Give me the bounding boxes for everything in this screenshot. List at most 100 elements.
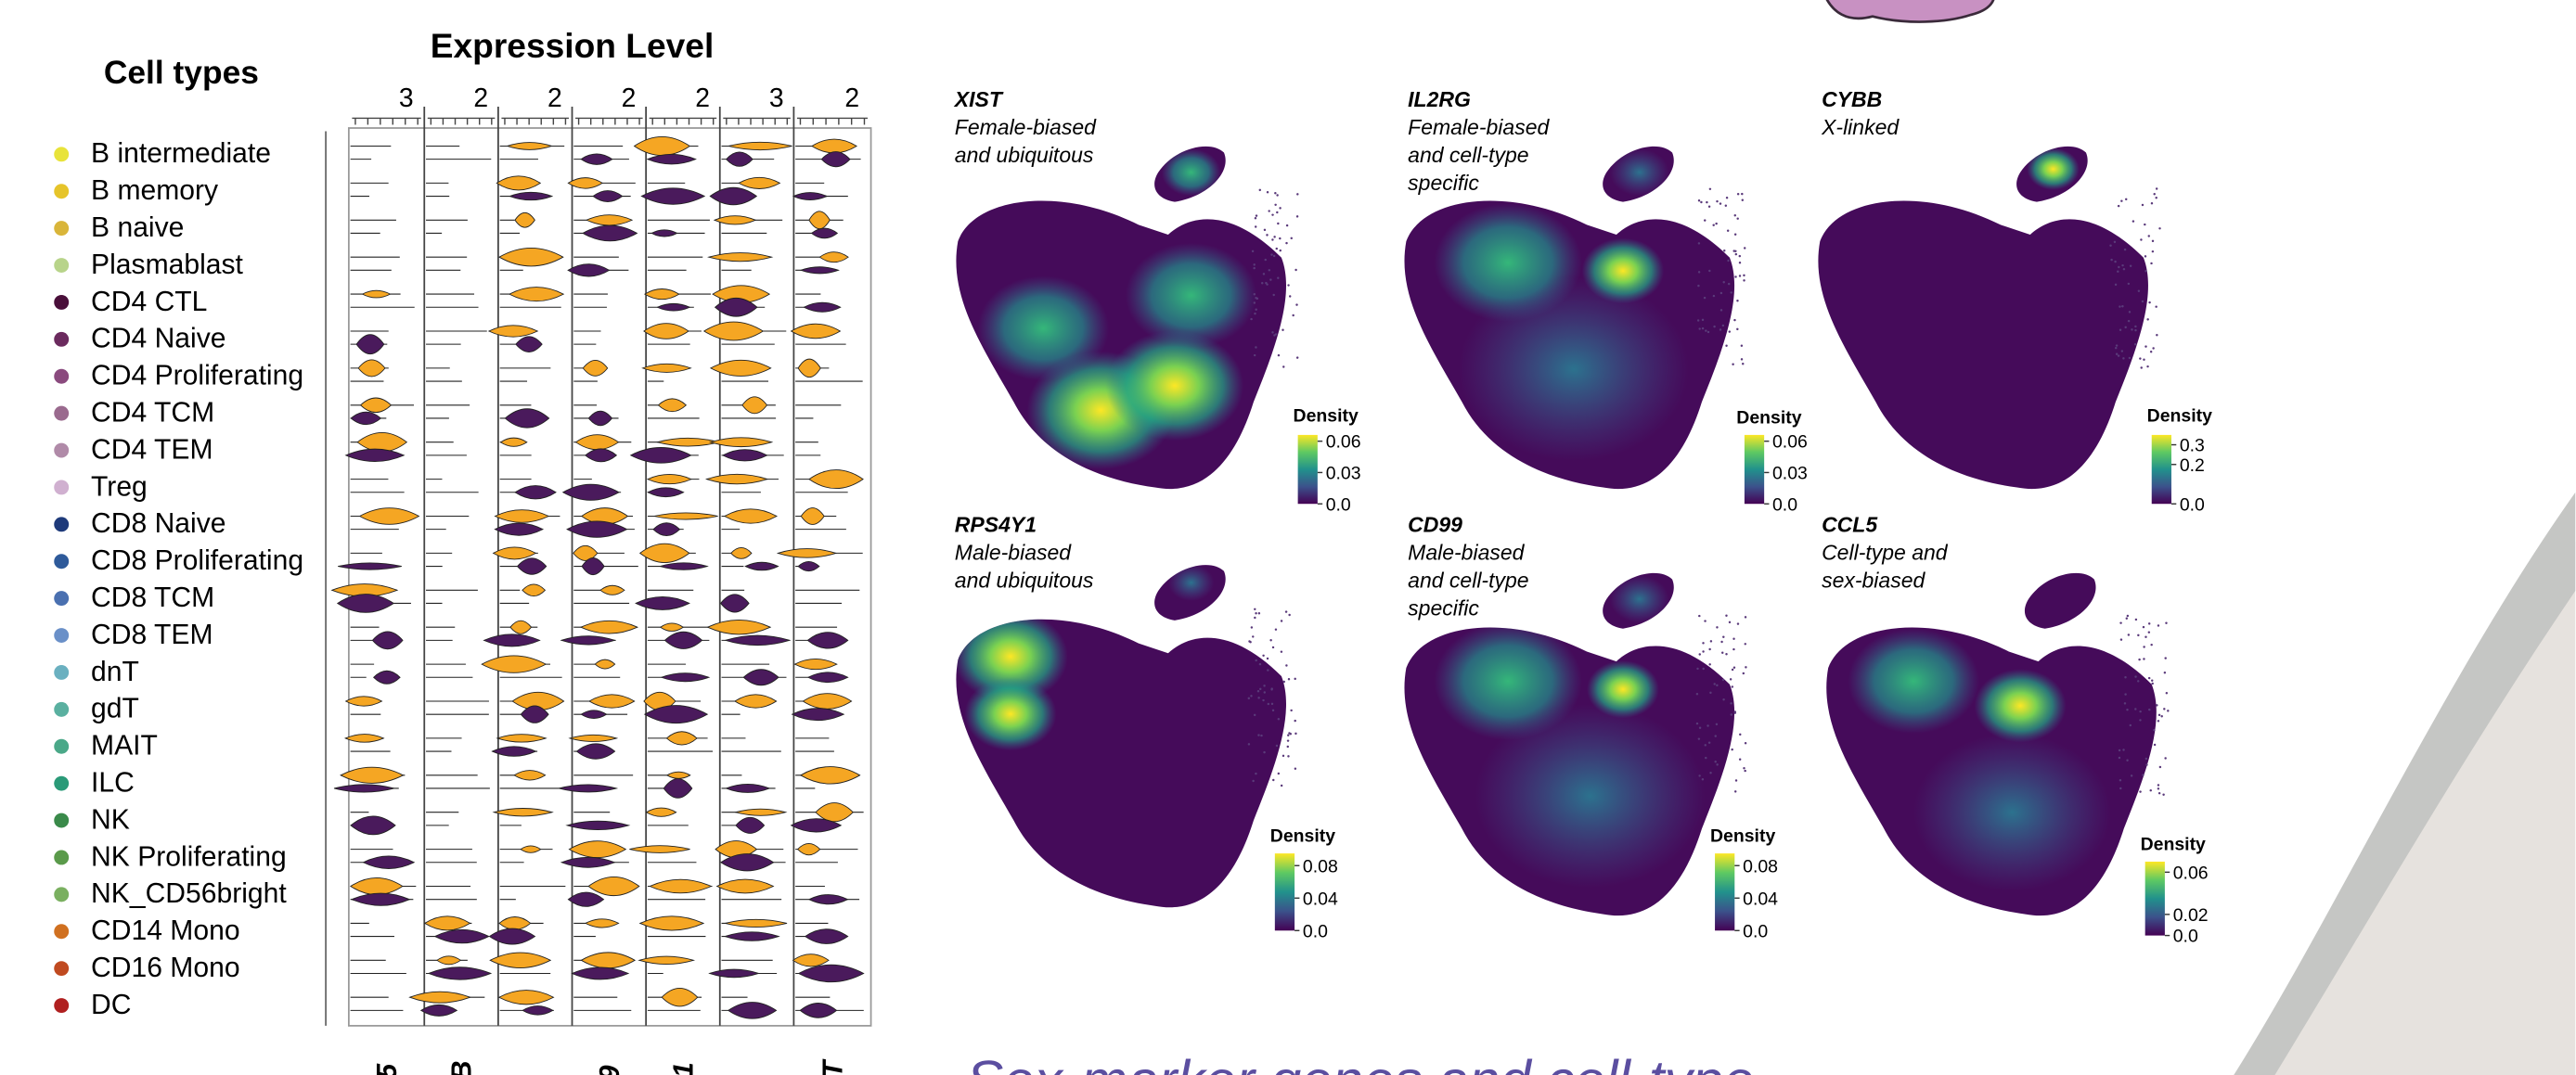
violin bbox=[799, 965, 864, 981]
umap-scatter bbox=[2150, 644, 2152, 646]
violin bbox=[518, 558, 547, 574]
umap-scatter bbox=[1255, 346, 1256, 348]
violin bbox=[657, 303, 689, 311]
violin bbox=[641, 188, 704, 204]
violin-title: Expression Level bbox=[431, 26, 715, 65]
umap-scatter bbox=[2110, 259, 2112, 261]
violin bbox=[736, 809, 786, 815]
violin bbox=[650, 879, 711, 893]
umap-scatter bbox=[1255, 612, 1256, 614]
umap-plot bbox=[1404, 573, 1746, 915]
umap-scatter bbox=[1283, 681, 1285, 683]
umap-scatter bbox=[1704, 620, 1706, 621]
umap-plot bbox=[1404, 147, 1745, 489]
umap-scatter bbox=[1742, 199, 1744, 201]
violin bbox=[631, 447, 691, 463]
figure: Cell typesExpression LevelSex-marker gen… bbox=[0, 0, 2576, 1075]
umap-scatter bbox=[2142, 774, 2144, 775]
violin bbox=[801, 767, 860, 784]
legend-label: CD4 TEM bbox=[91, 434, 213, 465]
violin bbox=[661, 623, 684, 632]
density-hotspot bbox=[1610, 575, 1669, 622]
umap-scatter bbox=[1264, 691, 1266, 693]
violin bbox=[358, 360, 385, 377]
umap-scatter bbox=[1294, 678, 1295, 680]
panel-description: Cell-type and bbox=[1822, 540, 1949, 564]
umap-scatter bbox=[1745, 742, 1746, 744]
umap-scatter bbox=[1276, 745, 1278, 747]
violin bbox=[640, 544, 689, 562]
colorbar-tick-label: 0.08 bbox=[1303, 856, 1338, 877]
umap-scatter bbox=[1268, 703, 1269, 705]
umap-scatter bbox=[1709, 188, 1711, 190]
umap-scatter bbox=[1722, 325, 1724, 326]
violin bbox=[792, 954, 829, 966]
colorbar-tick-label: 0.04 bbox=[1303, 889, 1338, 909]
legend-dot bbox=[54, 332, 69, 347]
legend-dot bbox=[54, 591, 69, 606]
panel-description: and cell-type bbox=[1408, 568, 1528, 592]
umap-scatter bbox=[1278, 773, 1280, 774]
violin bbox=[812, 139, 857, 153]
violin bbox=[663, 779, 692, 799]
umap-scatter bbox=[1739, 255, 1741, 257]
violin bbox=[666, 732, 697, 745]
column-max-label: 2 bbox=[844, 83, 859, 112]
umap-scatter bbox=[2155, 197, 2157, 198]
umap-scatter bbox=[1722, 698, 1724, 700]
violin bbox=[809, 211, 830, 229]
umap-scatter bbox=[2124, 249, 2126, 250]
violin bbox=[341, 767, 403, 783]
umap-scatter bbox=[1743, 279, 1745, 281]
umap-scatter bbox=[2115, 347, 2117, 349]
violin bbox=[338, 595, 394, 613]
umap-scatter bbox=[1285, 242, 1287, 244]
violin bbox=[798, 359, 820, 378]
violin bbox=[725, 509, 777, 523]
violin bbox=[496, 176, 540, 190]
violin bbox=[363, 290, 391, 298]
umap-scatter bbox=[1725, 205, 1727, 207]
violin bbox=[728, 1003, 777, 1019]
umap-scatter bbox=[1722, 636, 1724, 638]
violin bbox=[710, 969, 759, 978]
umap-scatter bbox=[1698, 774, 1700, 776]
umap-scatter bbox=[1255, 773, 1256, 774]
column-max-label: 3 bbox=[399, 83, 414, 112]
umap-scatter bbox=[1288, 678, 1290, 680]
umap-scatter bbox=[1259, 189, 1261, 191]
legend-label: NK_CD56bright bbox=[91, 878, 287, 909]
legend-label: Plasmablast bbox=[91, 250, 243, 280]
umap-scatter bbox=[1267, 669, 1269, 671]
umap-scatter bbox=[2151, 202, 2153, 204]
legend-label: CD4 CTL bbox=[91, 287, 207, 317]
umap-scatter bbox=[2134, 329, 2136, 331]
violin bbox=[717, 879, 774, 893]
umap-scatter bbox=[1739, 275, 1741, 276]
umap-scatter bbox=[1698, 199, 1700, 201]
umap-scatter bbox=[1713, 295, 1715, 297]
violin bbox=[559, 785, 616, 792]
umap-scatter bbox=[1290, 710, 1292, 711]
umap-scatter bbox=[2157, 784, 2159, 786]
umap-scatter bbox=[2134, 326, 2136, 327]
density-hotspot bbox=[1162, 148, 1221, 196]
umap-scatter bbox=[1727, 230, 1729, 232]
umap-scatter bbox=[1254, 293, 1256, 295]
violin bbox=[516, 337, 542, 352]
violin bbox=[725, 932, 779, 941]
violin bbox=[793, 193, 827, 200]
violin bbox=[372, 632, 403, 649]
legend-dot bbox=[54, 443, 69, 458]
umap-scatter bbox=[1266, 283, 1268, 285]
violin bbox=[648, 154, 696, 164]
umap-scatter bbox=[2118, 205, 2119, 207]
legend-label: MAIT bbox=[91, 731, 158, 761]
umap-scatter bbox=[2120, 199, 2122, 201]
umap-scatter bbox=[1287, 755, 1289, 757]
umap-scatter bbox=[1248, 697, 1250, 699]
violin bbox=[581, 621, 638, 633]
violin bbox=[494, 809, 552, 816]
umap-scatter bbox=[1696, 693, 1698, 695]
colorbar-tick-label: 0.06 bbox=[1326, 432, 1361, 453]
